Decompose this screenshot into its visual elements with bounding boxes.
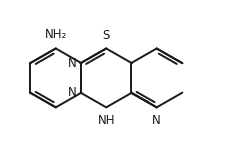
Text: N: N <box>152 114 161 127</box>
Text: S: S <box>102 29 109 42</box>
Text: N: N <box>68 57 76 70</box>
Text: NH₂: NH₂ <box>45 28 67 41</box>
Text: NH: NH <box>97 114 114 127</box>
Text: N: N <box>68 86 76 99</box>
